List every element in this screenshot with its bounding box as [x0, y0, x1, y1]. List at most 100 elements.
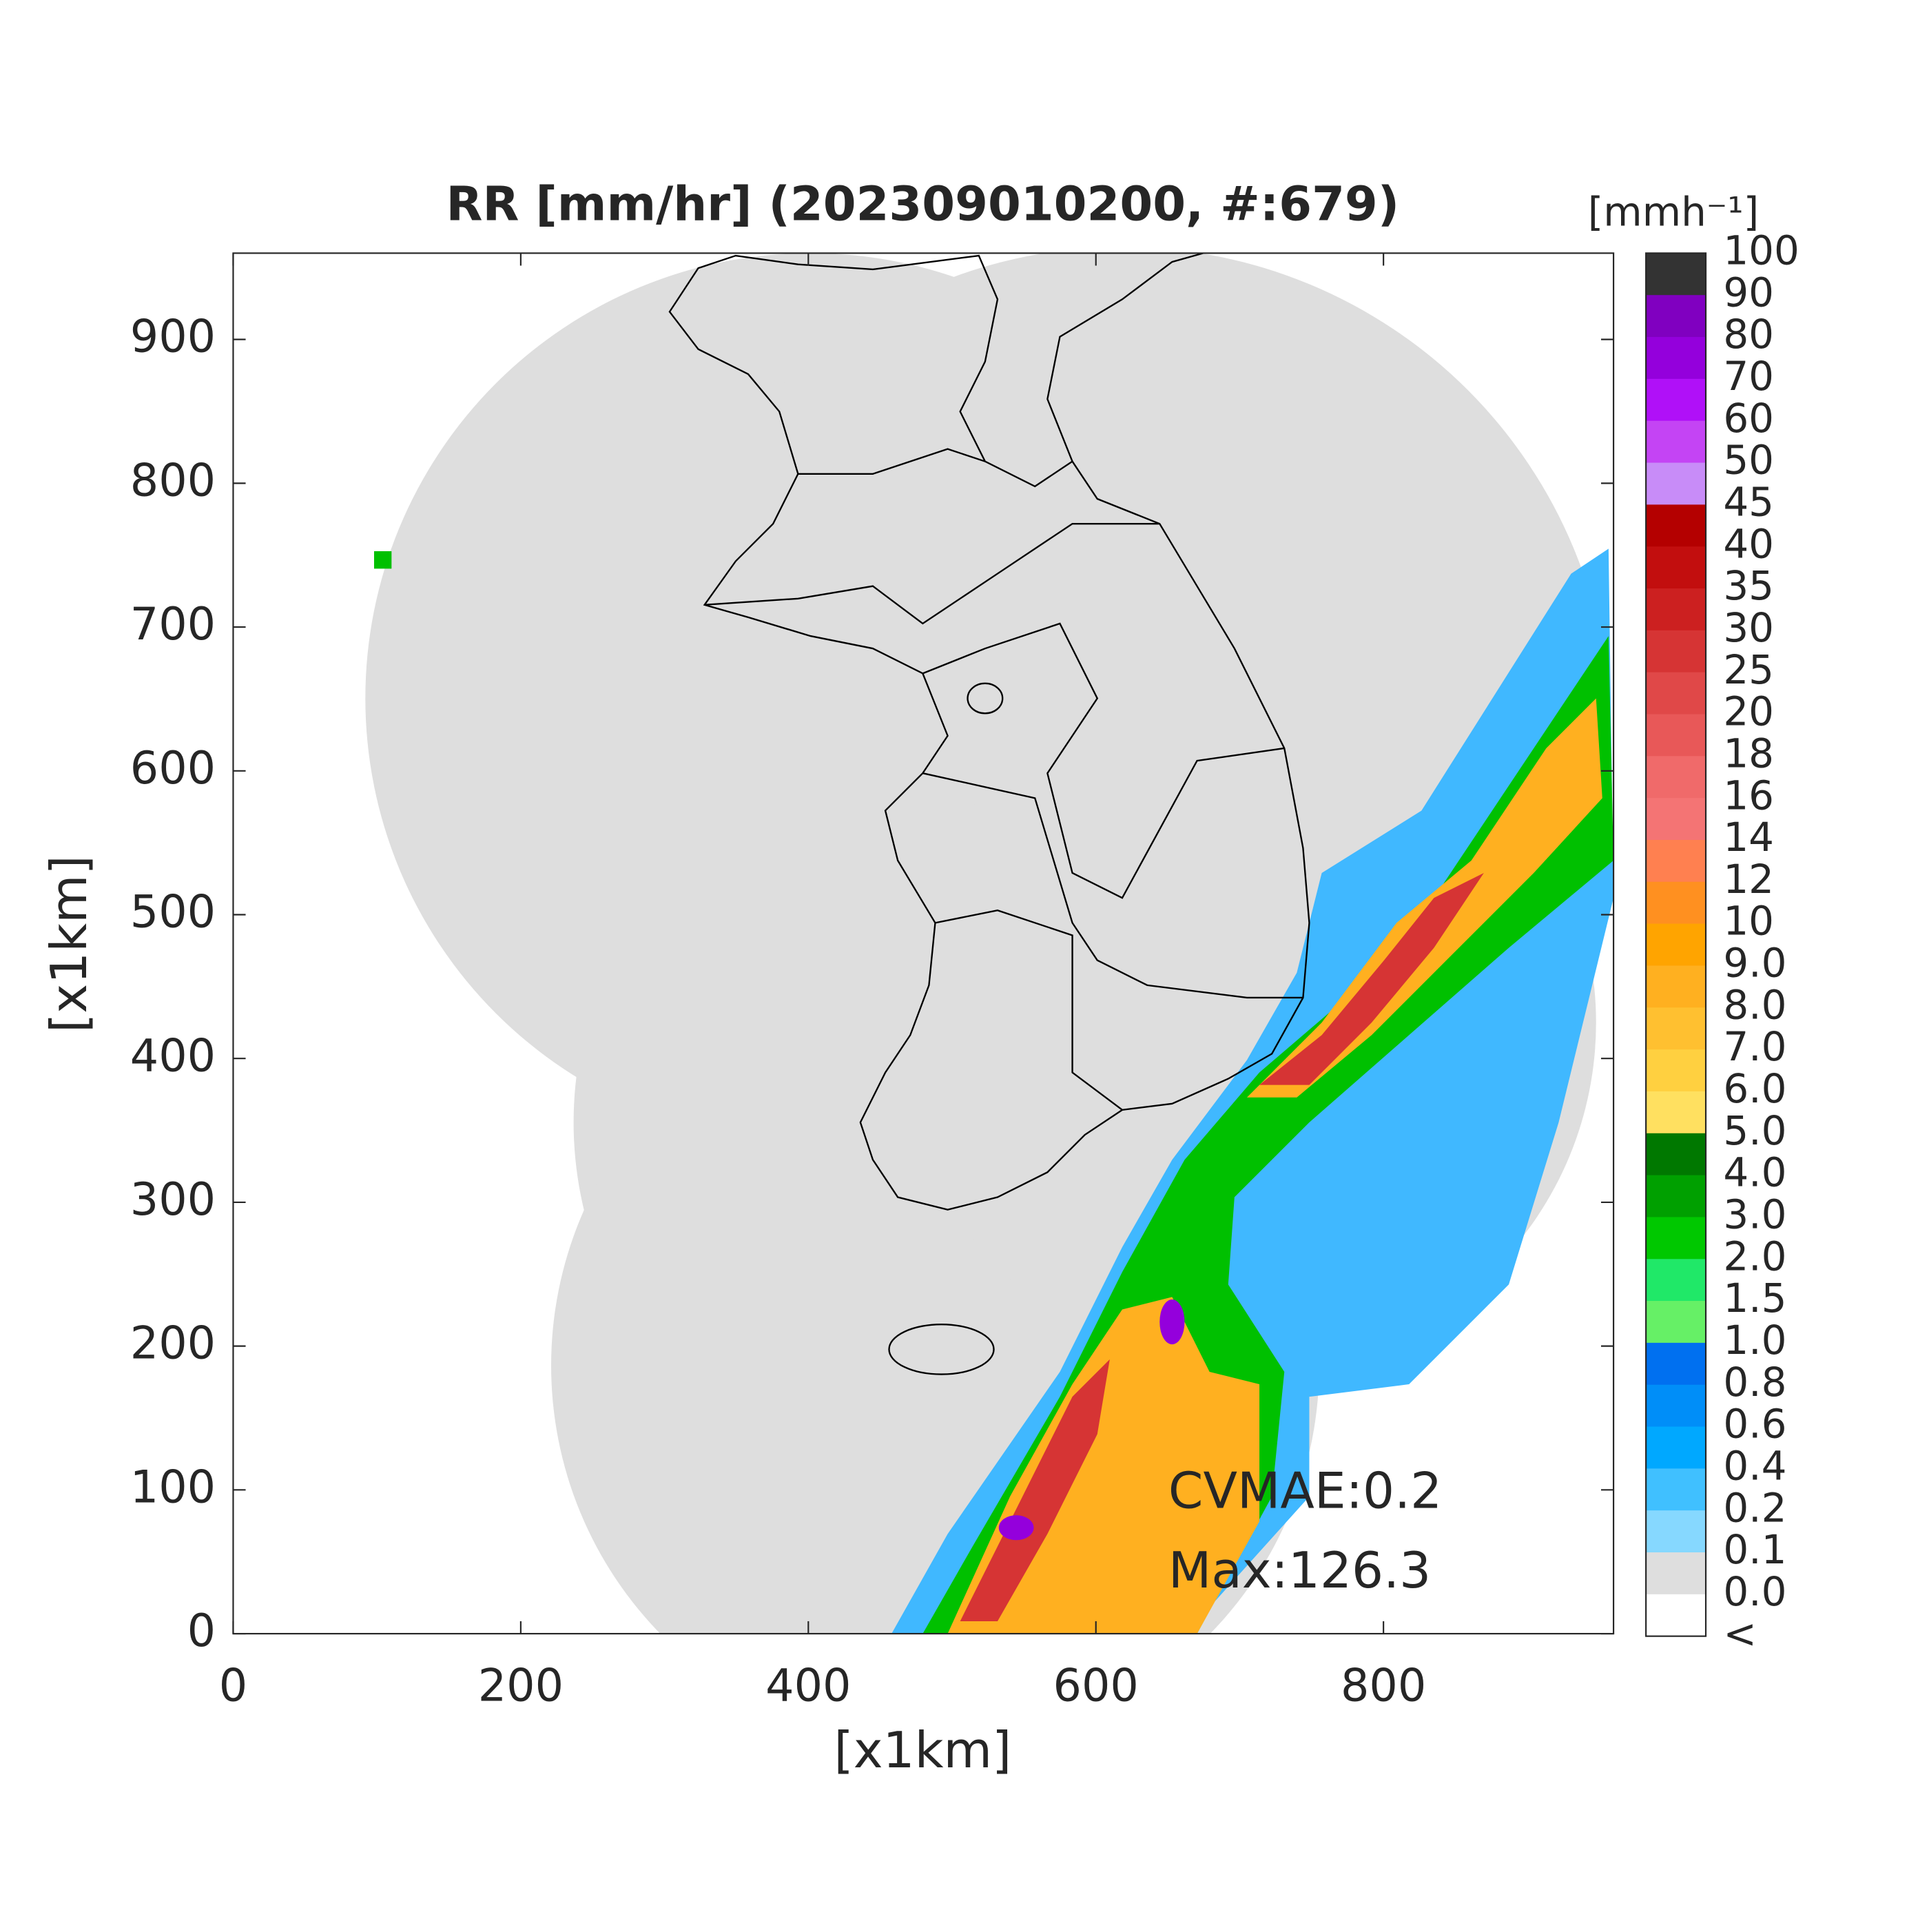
- colorbar-segment: [1646, 1552, 1706, 1595]
- colorbar-label: 1.5: [1723, 1275, 1786, 1322]
- colorbar-label: 2.0: [1723, 1233, 1786, 1280]
- colorbar-segment: [1646, 462, 1706, 506]
- colorbar-label: 0.4: [1723, 1442, 1786, 1489]
- colorbar-segment: [1646, 756, 1706, 799]
- x-tick-label: 400: [765, 1661, 851, 1712]
- colorbar-segment: [1646, 798, 1706, 841]
- colorbar-segment: [1646, 839, 1706, 883]
- colorbar-segment: [1646, 295, 1706, 338]
- colorbar-label: 20: [1723, 688, 1774, 735]
- colorbar-label: 5.0: [1723, 1107, 1786, 1154]
- colorbar-segment: [1646, 1342, 1706, 1386]
- x-axis-label: [x1km]: [834, 1722, 1011, 1780]
- colorbar-label: 4.0: [1723, 1149, 1786, 1196]
- colorbar-segment: [1646, 420, 1706, 464]
- y-tick-label: 0: [187, 1605, 216, 1657]
- y-tick-label: 600: [130, 743, 216, 794]
- y-tick-label: 500: [130, 887, 216, 938]
- colorbar-segment: [1646, 881, 1706, 925]
- colorbar-label: 0.6: [1723, 1401, 1786, 1448]
- plot-frame: [232, 252, 1615, 1635]
- y-tick-label: 700: [130, 599, 216, 650]
- coastline: [668, 254, 1310, 1211]
- colorbar-label: 0.1: [1723, 1526, 1786, 1573]
- colorbar-label: <: [1723, 1610, 1757, 1657]
- colorbar-segment: [1646, 1594, 1706, 1637]
- colorbar-segment: [1646, 714, 1706, 757]
- colorbar-label: 50: [1723, 437, 1774, 484]
- border: [1046, 253, 1204, 462]
- colorbar-title: [mmh⁻¹]: [1588, 188, 1759, 235]
- x-tick-label: 600: [1053, 1661, 1139, 1712]
- border: [935, 910, 1123, 1111]
- colorbar-segment: [1646, 630, 1706, 673]
- colorbar-label: 30: [1723, 604, 1774, 651]
- annotation: CVMAE:0.2: [1168, 1462, 1442, 1520]
- colorbar-segment: [1646, 1259, 1706, 1302]
- colorbar-segment: [1646, 1468, 1706, 1512]
- rain-intense: [960, 1359, 1110, 1621]
- colorbar-label: 1.0: [1723, 1317, 1786, 1364]
- colorbar-label: 60: [1723, 395, 1774, 442]
- rain-intense: [1259, 872, 1484, 1085]
- colorbar-label: 8.0: [1723, 981, 1786, 1028]
- colorbar-segment: [1646, 378, 1706, 422]
- colorbar-segment: [1646, 337, 1706, 380]
- rain-extreme: [1159, 1299, 1185, 1345]
- y-tick-label: 400: [130, 1030, 216, 1082]
- x-tick-label: 0: [219, 1661, 247, 1712]
- colorbar-label: 14: [1723, 814, 1774, 861]
- border: [922, 772, 1303, 999]
- colorbar-label: 35: [1723, 562, 1774, 609]
- colorbar-label: 12: [1723, 856, 1774, 903]
- colorbar-segment: [1646, 1007, 1706, 1051]
- colorbar-label: 0.2: [1723, 1484, 1786, 1531]
- y-tick-label: 100: [130, 1461, 216, 1513]
- colorbar-label: 45: [1723, 478, 1774, 525]
- colorbar-segment: [1646, 1133, 1706, 1176]
- colorbar-label: 18: [1723, 730, 1774, 777]
- y-tick-label: 900: [130, 311, 216, 363]
- colorbar-label: 6.0: [1723, 1065, 1786, 1112]
- colorbar-label: 10: [1723, 898, 1774, 945]
- y-axis-label: [x1km]: [41, 855, 99, 1033]
- colorbar-label: 3.0: [1723, 1191, 1786, 1238]
- colorbar-segment: [1646, 1175, 1706, 1218]
- colorbar-segment: [1646, 1217, 1706, 1260]
- rain-extreme: [998, 1515, 1034, 1541]
- colorbar-label: 25: [1723, 646, 1774, 693]
- map-layer: [365, 253, 1614, 1634]
- border: [798, 448, 986, 475]
- colorbar-label: 70: [1723, 353, 1774, 400]
- colorbar-segment: [1646, 923, 1706, 967]
- colorbar-frame: [1645, 252, 1707, 1637]
- colorbar-label: 40: [1723, 520, 1774, 567]
- colorbar-segment: [1646, 1049, 1706, 1092]
- colorbar-segment: [1646, 1091, 1706, 1134]
- colorbar-label: 16: [1723, 772, 1774, 819]
- border: [704, 523, 1160, 625]
- y-tick-label: 300: [130, 1174, 216, 1226]
- colorbar-segment: [1646, 588, 1706, 631]
- x-tick-label: 200: [478, 1661, 564, 1712]
- colorbar-label: 0.0: [1723, 1568, 1786, 1615]
- colorbar-segment: [1646, 504, 1706, 548]
- colorbar-label: 7.0: [1723, 1023, 1786, 1070]
- colorbar-label: 9.0: [1723, 940, 1786, 987]
- colorbar-segment: [1646, 672, 1706, 715]
- colorbar-label: 90: [1723, 269, 1774, 316]
- colorbar-label: 0.8: [1723, 1359, 1786, 1406]
- y-tick-label: 200: [130, 1318, 216, 1370]
- rain-speck: [373, 551, 392, 569]
- colorbar-segment: [1646, 546, 1706, 589]
- coastline: [967, 682, 1004, 715]
- border: [922, 622, 1285, 899]
- colorbar-segment: [1646, 253, 1706, 296]
- colorbar-segment: [1646, 1510, 1706, 1553]
- colorbar-segment: [1646, 1301, 1706, 1344]
- x-tick-label: 800: [1341, 1661, 1426, 1712]
- colorbar-segment: [1646, 965, 1706, 1009]
